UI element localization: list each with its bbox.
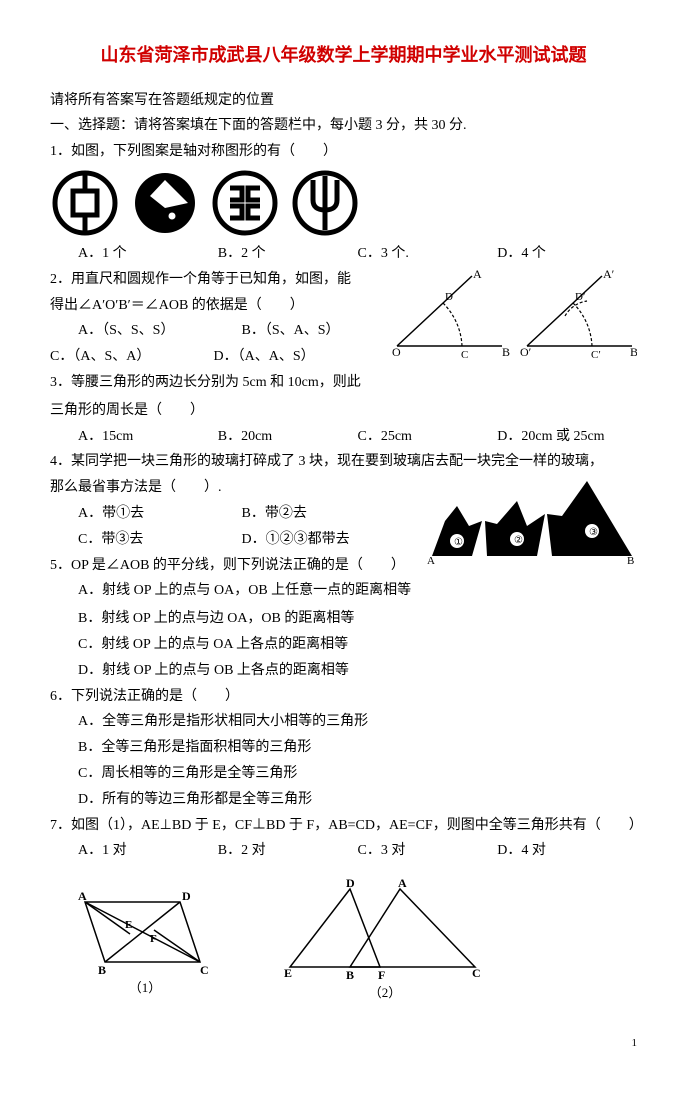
q1-icon-2	[130, 168, 200, 238]
svg-text:A: A	[78, 889, 87, 903]
q1-icon-1	[50, 168, 120, 238]
q6-opt-b: B．全等三角形是指面积相等的三角形	[50, 736, 637, 760]
svg-text:C: C	[461, 349, 468, 361]
svg-text:B′: B′	[630, 345, 637, 359]
q3-opt-b: B．20cm	[218, 425, 358, 449]
q1-icon-3	[210, 168, 280, 238]
page-title: 山东省菏泽市成武县八年级数学上学期期中学业水平测试试题	[50, 40, 637, 71]
svg-text:E: E	[125, 919, 132, 931]
svg-text:E: E	[284, 966, 292, 980]
svg-text:②: ②	[514, 535, 523, 546]
q6-text: 6．下列说法正确的是（ ）	[50, 685, 637, 709]
q2-figure: O A B C D O′ A′ B′ C′ D′	[387, 266, 637, 361]
q2-opt-b: B．（S、A、S）	[242, 323, 340, 338]
q7-opt-d: D．4 对	[497, 839, 637, 863]
svg-text:C′: C′	[591, 349, 601, 361]
section-heading: 一、选择题：请将答案填在下面的答题栏中，每小题 3 分，共 30 分.	[50, 114, 637, 138]
q5-opt-a: A．射线 OP 上的点与 OA，OB 上任意一点的距离相等	[50, 579, 637, 603]
fig1-caption: （1）	[70, 977, 220, 999]
q7-opt-a: A．1 对	[78, 839, 218, 863]
q4-opt-a: A．带①去	[78, 502, 238, 526]
q1-figures	[50, 168, 637, 238]
q1-opt-a: A．1 个	[78, 242, 218, 266]
q1-text: 1．如图，下列图案是轴对称图形的有（ ）	[50, 140, 637, 164]
svg-text:O: O	[392, 345, 401, 359]
q6-opt-a: A．全等三角形是指形状相同大小相等的三角形	[50, 710, 637, 734]
q4-opt-b: B．带②去	[242, 506, 307, 521]
svg-text:F: F	[150, 933, 157, 945]
svg-text:A: A	[398, 877, 407, 890]
q3-l2: 三角形的周长是（ ）	[50, 399, 637, 423]
svg-text:①: ①	[454, 537, 463, 548]
svg-text:B: B	[346, 968, 354, 982]
q1-options: A．1 个 B．2 个 C．3 个. D．4 个	[50, 242, 637, 266]
svg-text:D: D	[346, 877, 355, 890]
q4-opt-d: D．①②③都带去	[242, 532, 350, 547]
svg-text:B: B	[502, 345, 510, 359]
svg-text:D′: D′	[575, 291, 585, 303]
q7-text: 7．如图（1），AE⊥BD 于 E，CF⊥BD 于 F，AB=CD，AE=CF，…	[50, 814, 637, 838]
svg-text:C: C	[200, 963, 209, 977]
q6-opt-d: D．所有的等边三角形都是全等三角形	[50, 788, 637, 812]
svg-text:D: D	[445, 291, 453, 303]
q1-opt-c: C．3 个.	[358, 242, 498, 266]
q2-opt-d: D．（A、A、S）	[214, 349, 315, 364]
q3-l1: 3．等腰三角形的两边长分别为 5cm 和 10cm，则此	[50, 371, 637, 395]
figure-2: D A E B F C （2）	[280, 877, 490, 1004]
q6-opt-c: C．周长相等的三角形是全等三角形	[50, 762, 637, 786]
q4-l1: 4．某同学把一块三角形的玻璃打碎成了 3 块，现在要到玻璃店去配一块完全一样的玻…	[50, 450, 637, 474]
svg-text:B: B	[98, 963, 106, 977]
q5-opt-c: C．射线 OP 上的点与 OA 上各点的距离相等	[50, 633, 637, 657]
fig2-caption: （2）	[280, 982, 490, 1004]
svg-text:F: F	[378, 968, 385, 982]
q7-opt-b: B．2 对	[218, 839, 358, 863]
q2-opt-c: C．（A、S、A）	[50, 345, 210, 369]
q7-opt-c: C．3 对	[358, 839, 498, 863]
q3-options: A．15cm B．20cm C．25cm D．20cm 或 25cm	[50, 425, 637, 449]
svg-text:A′: A′	[603, 267, 615, 281]
q2-opt-a: A．（S、S、S）	[78, 319, 238, 343]
q4-opt-c: C．带③去	[78, 528, 238, 552]
q4-figure: ① ② ③ A B	[427, 476, 637, 566]
figure-1: A D B C E F （1）	[70, 882, 220, 999]
q5-opt-d: D．射线 OP 上的点与 OB 上各点的距离相等	[50, 659, 637, 683]
svg-text:A: A	[427, 555, 435, 566]
q1-opt-b: B．2 个	[218, 242, 358, 266]
svg-text:A: A	[473, 267, 482, 281]
svg-text:D: D	[182, 889, 191, 903]
q1-opt-d: D．4 个	[497, 242, 637, 266]
preface: 请将所有答案写在答题纸规定的位置	[50, 89, 637, 113]
svg-text:③: ③	[589, 527, 598, 538]
q3-opt-d: D．20cm 或 25cm	[497, 425, 637, 449]
svg-text:B: B	[627, 555, 634, 566]
q7-options: A．1 对 B．2 对 C．3 对 D．4 对	[50, 839, 637, 863]
q5-opt-b: B．射线 OP 上的点与边 OA，OB 的距离相等	[50, 607, 637, 631]
page-number: 1	[50, 1034, 637, 1053]
q7-figures: A D B C E F （1） D A E B F C （2）	[70, 877, 637, 1004]
q1-icon-4	[290, 168, 360, 238]
svg-text:C: C	[472, 966, 481, 980]
q3-opt-c: C．25cm	[358, 425, 498, 449]
q3-opt-a: A．15cm	[78, 425, 218, 449]
svg-text:O′: O′	[520, 345, 532, 359]
